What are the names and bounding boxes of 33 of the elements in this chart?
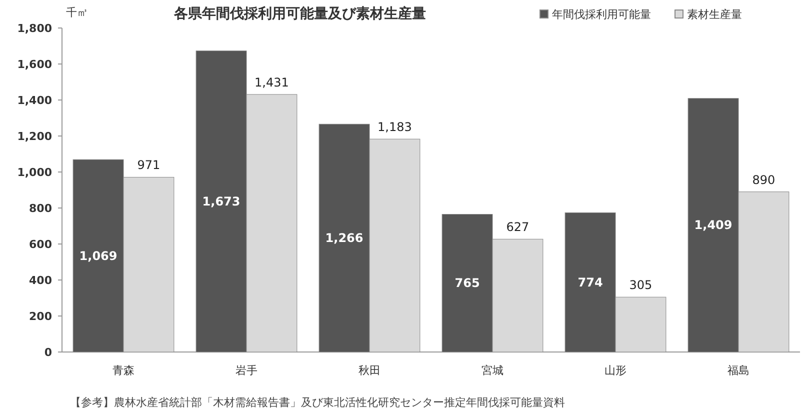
legend-label: 年間伐採利用可能量	[552, 8, 651, 21]
data-label: 1,183	[378, 120, 412, 134]
y-tick-label: 1,200	[17, 130, 52, 143]
data-label: 1,069	[79, 248, 118, 263]
chart-title: 各県年間伐採利用可能量及び素材生産量	[173, 5, 426, 22]
data-label: 1,673	[202, 194, 240, 208]
text: 【参考】農林水産省統計部「木材需給報告書」及び東北活性化研究センター推定年間伐採可能量資料	[70, 396, 565, 409]
y-tick-label: 1,800	[17, 22, 52, 35]
data-label: 1,431	[254, 75, 289, 90]
y-tick-label: 1,000	[17, 166, 52, 179]
x-tick-label: 青森	[112, 364, 134, 377]
x-tick-label: 岩手	[236, 364, 258, 377]
data-label: 971	[137, 158, 160, 172]
y-tick-label: 200	[29, 310, 52, 323]
x-tick-label: 山形	[604, 364, 626, 377]
data-label: 305	[629, 278, 652, 292]
x-tick-label: 福島	[728, 364, 750, 377]
y-tick-label: 800	[29, 202, 52, 215]
data-label: 1,409	[694, 218, 732, 232]
y-tick-label: 400	[29, 274, 52, 287]
data-label: 627	[506, 220, 530, 234]
x-tick-label: 宮城	[482, 364, 504, 377]
data-label: 765	[454, 276, 480, 290]
data-label: 1,266	[325, 231, 364, 246]
legend-label: 素材生産量	[687, 8, 742, 21]
data-label: 890	[752, 172, 776, 187]
y-tick-label: 0	[44, 346, 52, 359]
y-axis-title: 千㎥	[66, 6, 88, 19]
x-tick-label: 秋田	[358, 364, 380, 377]
y-tick-label: 1,400	[17, 94, 52, 107]
y-tick-label: 600	[29, 238, 52, 251]
data-label: 774	[578, 275, 603, 290]
y-tick-label: 1,600	[17, 58, 52, 71]
